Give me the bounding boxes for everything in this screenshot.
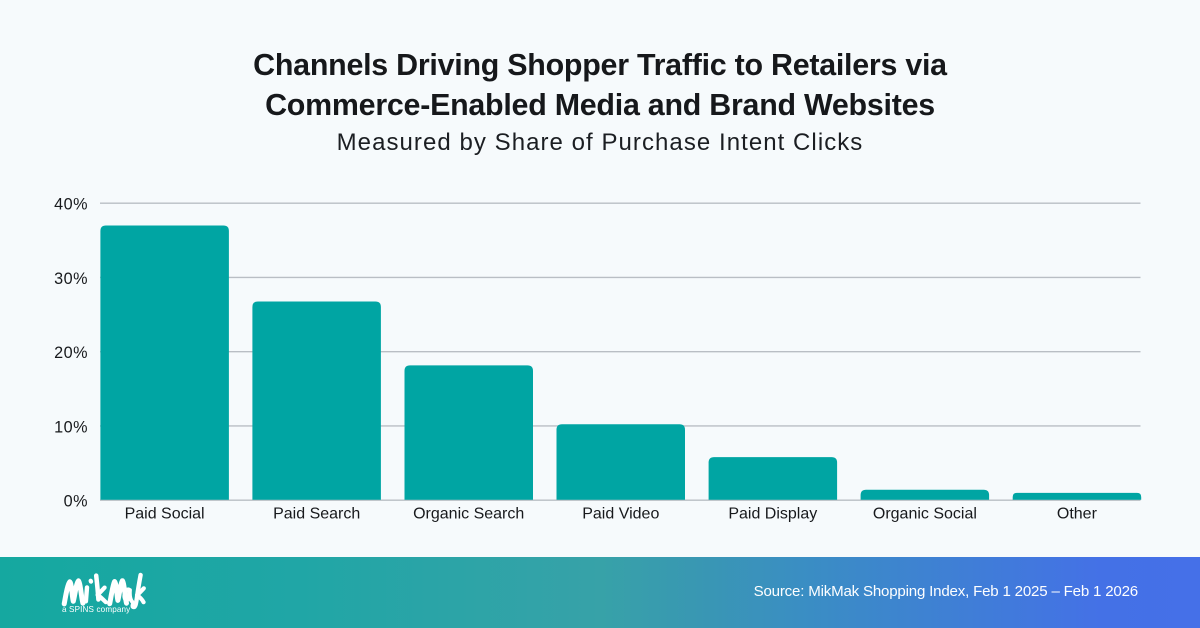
svg-text:40%: 40%	[54, 196, 88, 214]
svg-text:Organic Search: Organic Search	[413, 506, 524, 523]
svg-text:10%: 10%	[54, 418, 88, 436]
svg-text:0%: 0%	[64, 493, 88, 511]
svg-text:Paid Display: Paid Display	[728, 506, 817, 523]
svg-text:Paid Video: Paid Video	[582, 506, 659, 523]
svg-text:Paid Search: Paid Search	[273, 506, 360, 523]
svg-text:Paid Social: Paid Social	[125, 506, 205, 523]
svg-text:30%: 30%	[54, 270, 88, 288]
svg-text:Other: Other	[1057, 506, 1098, 523]
svg-text:20%: 20%	[54, 344, 88, 362]
svg-text:Organic Social: Organic Social	[873, 506, 977, 523]
